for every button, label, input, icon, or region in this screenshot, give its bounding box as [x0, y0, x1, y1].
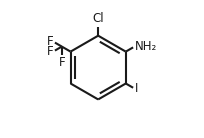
- Text: F: F: [47, 45, 53, 58]
- Text: I: I: [135, 82, 138, 95]
- Text: F: F: [59, 56, 65, 69]
- Text: NH₂: NH₂: [135, 40, 157, 53]
- Text: F: F: [47, 35, 53, 48]
- Text: Cl: Cl: [92, 12, 104, 25]
